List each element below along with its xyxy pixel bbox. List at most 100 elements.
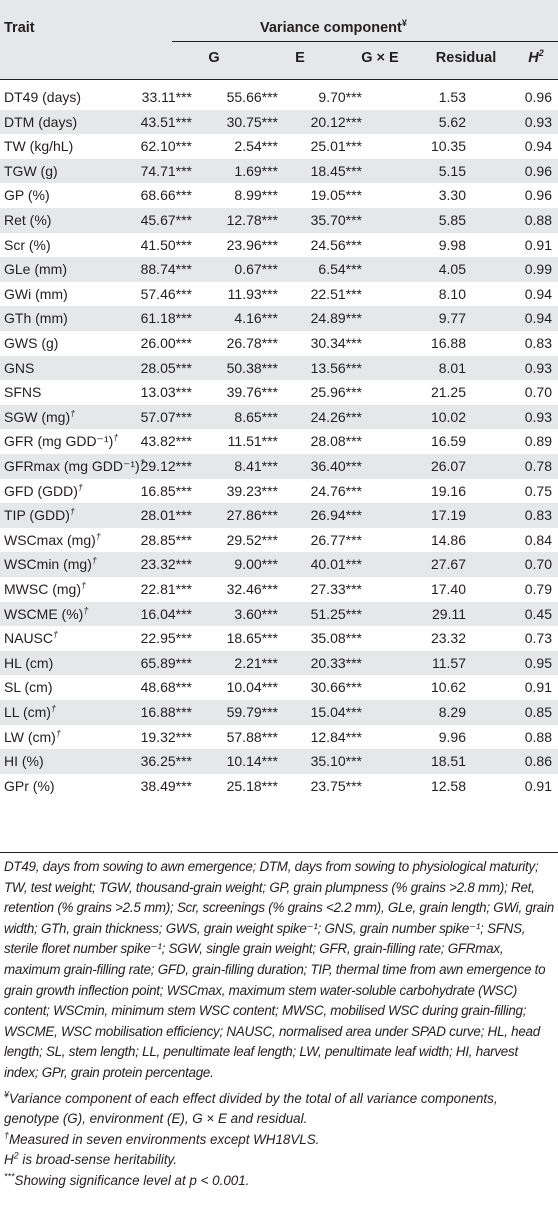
- e-value-cell: 1.69***: [234, 162, 278, 179]
- trait-label: GNS: [4, 359, 35, 376]
- trait-label: GWi (mm): [4, 285, 68, 302]
- h2-value-cell: 0.45: [524, 605, 552, 622]
- h2-value-cell: 0.86: [524, 753, 552, 770]
- g-value-cell: 62.10***: [140, 138, 192, 155]
- dagger-note-mark: †: [4, 1130, 10, 1141]
- e-value-cell: 3.60***: [234, 605, 278, 622]
- sig-note-mark: ***: [4, 1171, 15, 1182]
- trait-cell: SL (cm): [4, 679, 52, 695]
- h2-header-exp: 2: [538, 48, 544, 59]
- e-value-cell: 59.79***: [226, 704, 278, 720]
- trait-label: WSCME (%): [4, 605, 84, 622]
- e-value-cell: 25.18***: [226, 777, 278, 794]
- g-value-cell: 41.50***: [140, 236, 192, 253]
- gxe-value-cell: 19.05***: [310, 187, 362, 204]
- gxe-value-cell: 13.56***: [310, 359, 362, 376]
- table-row: GWS (g) 26.00*** 26.78*** 30.34*** 16.88 0.83: [0, 331, 558, 356]
- trait-label: WSCmin (mg): [4, 556, 92, 573]
- yen-note-mark: ¥: [4, 1089, 10, 1100]
- trait-cell: WSCmin (mg)†: [4, 556, 97, 572]
- residual-value-cell: 16.88: [430, 335, 466, 351]
- e-value-cell: 23.96***: [226, 236, 278, 253]
- g-value-cell: 33.11***: [141, 89, 192, 105]
- measured-note: †Measured in seven environments except W…: [0, 1130, 558, 1151]
- g-value-cell: 48.68***: [140, 679, 192, 696]
- table-row: MWSC (mg)† 22.81*** 32.46*** 27.33*** 17.40 0…: [0, 577, 558, 602]
- h2-value-cell: 0.96: [524, 187, 552, 204]
- h2-note-text: is broad-sense heritability.: [18, 1152, 177, 1168]
- trait-cell: SFNS: [4, 384, 41, 400]
- table-row: GFR (mg GDD⁻¹)† 43.82*** 11.51*** 28.08*** 1…: [0, 429, 558, 454]
- gxe-value-cell: 30.34***: [310, 335, 362, 351]
- g-value-cell: 68.66***: [140, 187, 192, 204]
- table-row: SFNS 13.03*** 39.76*** 25.96*** 21.25 0.70: [0, 380, 558, 405]
- table-row: GFD (GDD)† 16.85*** 39.23*** 24.76*** 19.16 0…: [0, 479, 558, 504]
- h2-value-cell: 0.85: [524, 704, 552, 720]
- gxe-value-cell: 18.45***: [310, 162, 362, 179]
- e-value-cell: 8.99***: [234, 187, 278, 204]
- h2-value-cell: 0.83: [524, 507, 552, 524]
- e-value-cell: 9.00***: [234, 556, 278, 573]
- trait-label: DT49 (days): [4, 89, 82, 105]
- dagger-mark: †: [53, 629, 59, 640]
- residual-value-cell: 9.98: [438, 236, 466, 253]
- table-row: WSCmin (mg)† 23.32*** 9.00*** 40.01*** 27.67…: [0, 552, 558, 577]
- significance-note: ***Showing significance level at p < 0.0…: [0, 1171, 558, 1192]
- e-value-cell: 30.75***: [226, 113, 278, 130]
- g-value-cell: 57.46***: [140, 285, 192, 302]
- g-value-cell: 16.88***: [140, 704, 192, 720]
- gxe-value-cell: 24.76***: [310, 482, 362, 499]
- e-value-cell: 2.54***: [234, 138, 278, 155]
- trait-label: GWS (g): [4, 335, 59, 351]
- g-value-cell: 65.89***: [140, 654, 192, 671]
- trait-cell: WSCME (%)†: [4, 605, 88, 622]
- trait-cell: GP (%): [4, 187, 50, 203]
- h2-value-cell: 0.96: [524, 89, 552, 105]
- header-rule: [172, 41, 558, 42]
- trait-cell: SGW (mg)†: [4, 409, 75, 425]
- dagger-mark: †: [69, 506, 75, 517]
- e-value-cell: 26.78***: [226, 335, 278, 351]
- e-value-cell: 55.66***: [226, 89, 278, 105]
- h2-value-cell: 0.84: [524, 531, 552, 548]
- dagger-mark: †: [91, 555, 97, 566]
- gxe-value-cell: 36.40***: [310, 458, 362, 474]
- trait-label: GTh (mm): [4, 310, 68, 327]
- e-value-cell: 0.67***: [234, 261, 278, 278]
- trait-label: SL (cm): [4, 679, 53, 696]
- g-value-cell: 36.25***: [140, 753, 192, 770]
- table-row: Scr (%) 41.50*** 23.96*** 24.56*** 9.98 0.91: [0, 233, 558, 258]
- residual-value-cell: 17.19: [430, 507, 466, 524]
- e-value-cell: 50.38***: [226, 359, 278, 376]
- trait-label: TW (kg/hL): [4, 138, 74, 155]
- variance-component-note: ¥Variance component of each effect divid…: [0, 1089, 558, 1130]
- column-header-g: G: [208, 50, 220, 66]
- table-row: TW (kg/hL) 62.10*** 2.54*** 25.01*** 10.35 0.…: [0, 134, 558, 159]
- residual-value-cell: 29.11: [432, 605, 466, 622]
- trait-cell: GFD (GDD)†: [4, 482, 83, 498]
- e-value-cell: 11.93***: [227, 285, 278, 302]
- table-row: WSCME (%)† 16.04*** 3.60*** 51.25*** 29.11 0.…: [0, 601, 558, 627]
- h2-note-exp: 2: [13, 1150, 19, 1161]
- trait-cell: GNS: [4, 360, 34, 376]
- gxe-value-cell: 26.94***: [310, 507, 362, 524]
- e-value-cell: 10.04***: [226, 679, 278, 696]
- e-value-cell: 8.41***: [234, 458, 278, 474]
- h2-value-cell: 0.73: [524, 630, 552, 647]
- trait-cell: HL (cm): [4, 655, 53, 671]
- residual-value-cell: 14.86: [430, 531, 466, 548]
- table-row: WSCmax (mg)† 28.85*** 29.52*** 26.77*** 14.8…: [0, 528, 558, 553]
- heritability-note: H2 is broad-sense heritability.: [0, 1150, 558, 1171]
- table-row: GFRmax (mg GDD⁻¹)† 29.12*** 8.41*** 36.40**…: [0, 454, 558, 479]
- residual-value-cell: 1.53: [438, 89, 466, 105]
- dagger-mark: †: [50, 703, 56, 714]
- trait-label: HI (%): [4, 753, 44, 770]
- gxe-value-cell: 23.75***: [310, 777, 362, 794]
- e-value-cell: 39.23***: [226, 482, 278, 499]
- gxe-value-cell: 25.01***: [310, 138, 362, 155]
- g-value-cell: 28.85***: [140, 531, 192, 548]
- residual-value-cell: 8.01: [438, 359, 466, 376]
- dagger-mark: †: [95, 531, 101, 542]
- gxe-value-cell: 6.54***: [318, 261, 362, 278]
- residual-value-cell: 8.10: [438, 285, 466, 302]
